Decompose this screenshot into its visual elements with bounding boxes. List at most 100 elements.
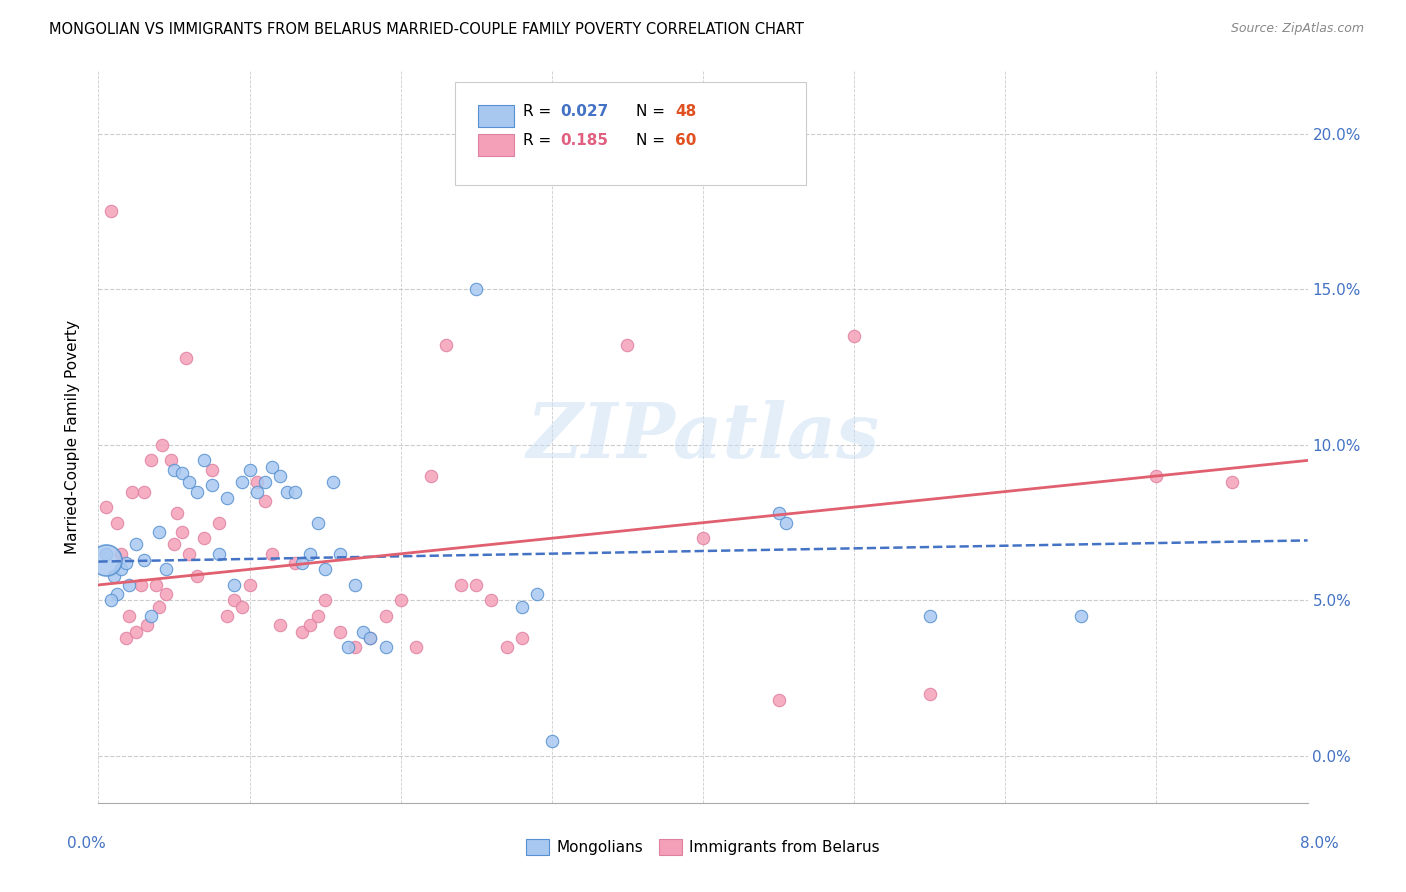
Text: Source: ZipAtlas.com: Source: ZipAtlas.com xyxy=(1230,22,1364,36)
Point xyxy=(141,609,163,624)
Point xyxy=(141,453,163,467)
Point xyxy=(186,484,208,499)
Point xyxy=(166,506,188,520)
Point xyxy=(155,587,177,601)
Point xyxy=(193,453,215,467)
Point xyxy=(148,524,170,539)
Point xyxy=(374,640,396,655)
Point xyxy=(179,475,201,490)
Text: R =: R = xyxy=(523,104,551,119)
Point xyxy=(768,506,790,520)
Point xyxy=(481,593,503,607)
Point xyxy=(239,463,262,477)
Point xyxy=(276,484,298,499)
Point xyxy=(344,640,367,655)
Point xyxy=(336,640,359,655)
Point xyxy=(768,693,790,707)
Point xyxy=(118,578,141,592)
Point xyxy=(1146,469,1168,483)
Point xyxy=(510,599,533,614)
Point xyxy=(129,578,152,592)
Point xyxy=(110,547,132,561)
Text: 0.185: 0.185 xyxy=(561,133,609,148)
FancyBboxPatch shape xyxy=(478,135,515,156)
Point xyxy=(1070,609,1092,624)
Point xyxy=(692,531,714,545)
Point xyxy=(100,204,122,219)
Point xyxy=(155,562,177,576)
Point xyxy=(145,578,167,592)
Point xyxy=(510,631,533,645)
Point xyxy=(465,282,488,296)
Point xyxy=(314,593,336,607)
Point xyxy=(170,524,193,539)
Text: 0.0%: 0.0% xyxy=(67,836,105,851)
Point xyxy=(224,578,246,592)
Point xyxy=(148,599,170,614)
Point xyxy=(94,500,117,515)
Point xyxy=(329,547,352,561)
Point xyxy=(284,484,307,499)
Point xyxy=(322,475,344,490)
Point xyxy=(434,338,457,352)
Point xyxy=(269,618,291,632)
Point xyxy=(616,338,638,352)
Text: 48: 48 xyxy=(675,104,696,119)
FancyBboxPatch shape xyxy=(456,82,806,185)
Point xyxy=(262,547,284,561)
Point xyxy=(163,463,186,477)
Point xyxy=(179,547,201,561)
Point xyxy=(239,578,262,592)
Point xyxy=(360,631,382,645)
Point xyxy=(495,640,517,655)
Point xyxy=(125,537,148,551)
Point xyxy=(170,466,193,480)
Legend: Mongolians, Immigrants from Belarus: Mongolians, Immigrants from Belarus xyxy=(520,833,886,861)
Point xyxy=(253,494,276,508)
Point xyxy=(103,568,125,582)
Point xyxy=(208,516,231,530)
Point xyxy=(918,609,941,624)
Point xyxy=(360,631,382,645)
Point xyxy=(193,531,215,545)
Text: ZIPatlas: ZIPatlas xyxy=(526,401,880,474)
Point xyxy=(344,578,367,592)
Point xyxy=(94,553,117,567)
Point xyxy=(284,556,307,570)
Point xyxy=(114,631,136,645)
Y-axis label: Married-Couple Family Poverty: Married-Couple Family Poverty xyxy=(65,320,80,554)
FancyBboxPatch shape xyxy=(478,105,515,127)
Point xyxy=(246,475,269,490)
Text: 60: 60 xyxy=(675,133,696,148)
Point xyxy=(844,329,866,343)
Point xyxy=(132,484,155,499)
Point xyxy=(420,469,443,483)
Point xyxy=(374,609,396,624)
Point xyxy=(775,516,797,530)
Point xyxy=(389,593,412,607)
Text: N =: N = xyxy=(637,133,665,148)
Point xyxy=(121,484,143,499)
Point xyxy=(405,640,427,655)
Point xyxy=(352,624,374,639)
Point xyxy=(132,553,155,567)
Point xyxy=(526,587,548,601)
Point xyxy=(100,593,122,607)
Point xyxy=(1220,475,1243,490)
Point xyxy=(307,609,329,624)
Point xyxy=(150,438,173,452)
Point xyxy=(201,478,224,492)
Point xyxy=(231,599,253,614)
Point xyxy=(253,475,276,490)
Point xyxy=(215,609,238,624)
Point xyxy=(246,484,269,499)
Point xyxy=(307,516,329,530)
Point xyxy=(262,459,284,474)
Point xyxy=(118,609,141,624)
Point xyxy=(540,733,562,747)
Point xyxy=(299,547,322,561)
Point xyxy=(114,556,136,570)
Point xyxy=(201,463,224,477)
Point xyxy=(918,687,941,701)
Point xyxy=(224,593,246,607)
